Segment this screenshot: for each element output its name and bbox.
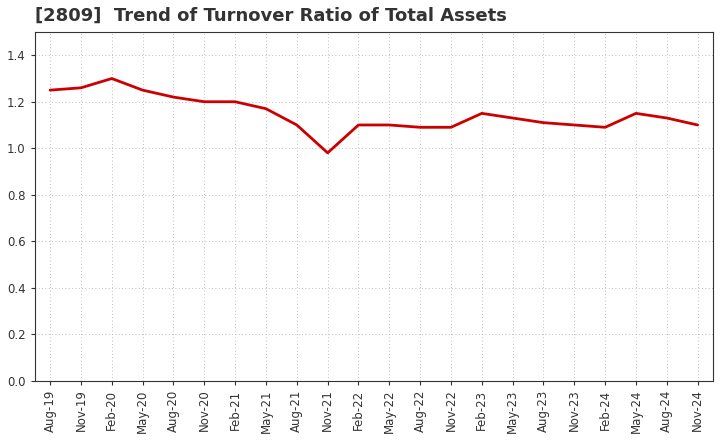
Text: [2809]  Trend of Turnover Ratio of Total Assets: [2809] Trend of Turnover Ratio of Total …	[35, 7, 507, 25]
